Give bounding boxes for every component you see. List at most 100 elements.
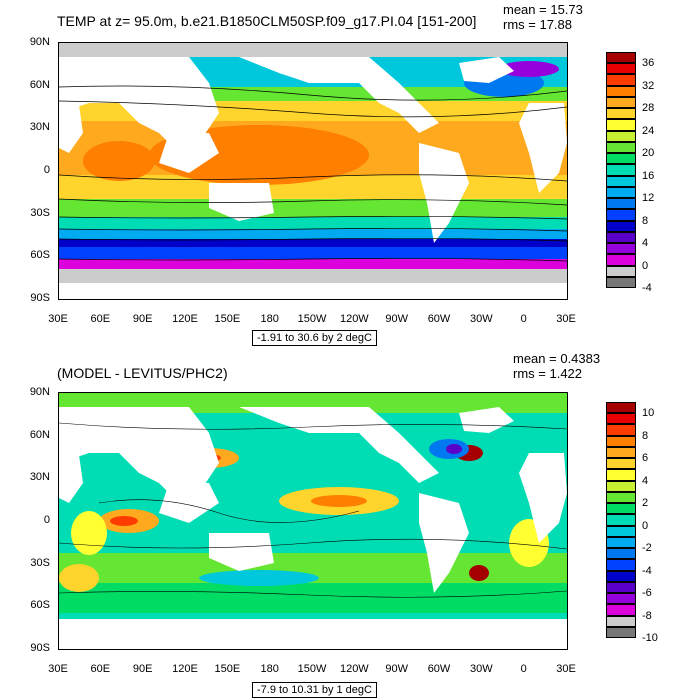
colorbar-swatch	[606, 581, 636, 594]
lon-tick-label: 120W	[339, 663, 369, 675]
colorbar-swatch	[606, 220, 636, 232]
lon-tick-label: 30E	[556, 313, 576, 325]
map-field	[59, 393, 567, 649]
colorbar-label: -10	[642, 632, 658, 644]
colorbar-label: 16	[642, 169, 655, 182]
colorbar-swatch	[606, 559, 636, 571]
colorbar-label: 20	[642, 147, 655, 160]
colorbar-swatch	[606, 514, 636, 526]
colorbar-swatch	[606, 570, 636, 582]
lon-tick-label: 0	[520, 663, 527, 675]
rms-stat: rms = 17.88	[503, 17, 573, 32]
colorbar-swatch	[606, 175, 636, 187]
colorbar-swatch	[606, 52, 636, 64]
colorbar-swatch	[606, 593, 636, 605]
colorbar-swatch	[606, 74, 636, 86]
colorbar-swatch	[606, 626, 636, 638]
colorbar-swatch	[606, 435, 636, 447]
colorbar-swatch	[606, 63, 636, 75]
colorbar-swatch	[606, 491, 636, 504]
colorbar-swatch	[606, 243, 636, 255]
lon-tick-label: 60W	[427, 663, 451, 675]
lon-tick-label: 30E	[556, 663, 576, 675]
colorbar-label: 8	[642, 429, 649, 442]
lat-tick-label: 90N	[29, 386, 50, 398]
lon-tick-label: 180	[260, 663, 279, 675]
colorbar-swatch	[606, 413, 636, 425]
colorbar-swatch	[606, 96, 636, 109]
colorbar-swatch	[606, 141, 636, 154]
mean-stat: mean = 0.4383	[513, 351, 601, 366]
lon-tick-label: 30E	[48, 663, 68, 675]
lat-tick-label: 60N	[29, 428, 50, 441]
lon-tick-label: 90W	[385, 663, 408, 675]
contour-range-label: -1.91 to 30.6 by 2 degC	[252, 330, 377, 346]
colorbar-label: -6	[642, 587, 652, 600]
lat-tick-label: 90S	[30, 292, 50, 304]
colorbar-swatch	[606, 254, 636, 266]
lon-tick-label: 90W	[385, 313, 408, 325]
colorbar	[606, 402, 636, 638]
lat-tick-label: 30S	[30, 556, 50, 569]
lon-tick-label: 30E	[48, 313, 68, 325]
colorbar-swatch	[606, 402, 636, 414]
colorbar-swatch	[606, 604, 636, 616]
colorbar-swatch	[606, 265, 636, 277]
rms-stat: rms = 1.422	[513, 366, 583, 381]
map-plot	[58, 392, 568, 650]
colorbar-swatch	[606, 615, 636, 627]
colorbar-label: -2	[642, 542, 652, 555]
colorbar-label: 2	[642, 497, 649, 510]
colorbar-swatch	[606, 480, 636, 492]
lat-tick-label: 90N	[29, 36, 50, 48]
lat-tick-label: 60S	[30, 599, 50, 612]
lon-tick-label: 60E	[90, 313, 111, 325]
colorbar-swatch	[606, 424, 636, 436]
lat-tick-label: 90S	[30, 642, 50, 654]
contour-range-label: -7.9 to 10.31 by 1 degC	[252, 682, 377, 698]
lat-tick-label: 0	[43, 514, 50, 526]
colorbar-swatch	[606, 209, 636, 221]
colorbar-swatch	[606, 469, 636, 481]
lon-tick-label: 60E	[90, 663, 111, 675]
lat-tick-label: 0	[43, 164, 50, 176]
map-plot	[58, 42, 568, 300]
lon-tick-label: 150W	[297, 663, 327, 675]
colorbar-label: 36	[642, 57, 655, 70]
colorbar-swatch	[606, 198, 636, 210]
colorbar-swatch	[606, 231, 636, 244]
colorbar-swatch	[606, 525, 636, 537]
lon-tick-label: 90E	[132, 663, 153, 675]
colorbar-swatch	[606, 276, 636, 288]
colorbar-swatch	[606, 458, 636, 470]
colorbar-label: 0	[642, 519, 649, 532]
lon-tick-label: 90E	[132, 313, 153, 325]
colorbar-swatch	[606, 503, 636, 515]
colorbar-label: 6	[642, 452, 649, 465]
colorbar-label: 4	[642, 474, 649, 487]
colorbar-swatch	[606, 164, 636, 176]
lat-tick-label: 60N	[29, 78, 50, 91]
colorbar-label: 10	[642, 407, 655, 420]
lon-tick-label: 150W	[297, 313, 327, 325]
colorbar-label: 8	[642, 214, 649, 227]
lon-tick-label: 150E	[214, 313, 241, 325]
lon-tick-label: 120E	[172, 663, 198, 675]
panel-title: TEMP at z= 95.0m, b.e21.B1850CLM50SP.f09…	[57, 13, 477, 29]
colorbar-label: -4	[642, 282, 652, 294]
lon-tick-label: 150E	[214, 663, 241, 675]
lat-tick-label: 30N	[29, 121, 50, 134]
colorbar-swatch	[606, 536, 636, 549]
colorbar-swatch	[606, 186, 636, 199]
lon-tick-label: 30W	[470, 313, 493, 325]
lat-tick-label: 30S	[30, 206, 50, 219]
colorbar-label: 28	[642, 102, 655, 115]
lon-tick-label: 180	[260, 313, 279, 325]
colorbar-label: 24	[642, 124, 655, 137]
colorbar-swatch	[606, 108, 636, 120]
colorbar	[606, 52, 636, 288]
lon-tick-label: 0	[520, 313, 527, 325]
lon-tick-label: 30W	[470, 663, 493, 675]
colorbar-swatch	[606, 446, 636, 459]
colorbar-label: -4	[642, 564, 652, 577]
